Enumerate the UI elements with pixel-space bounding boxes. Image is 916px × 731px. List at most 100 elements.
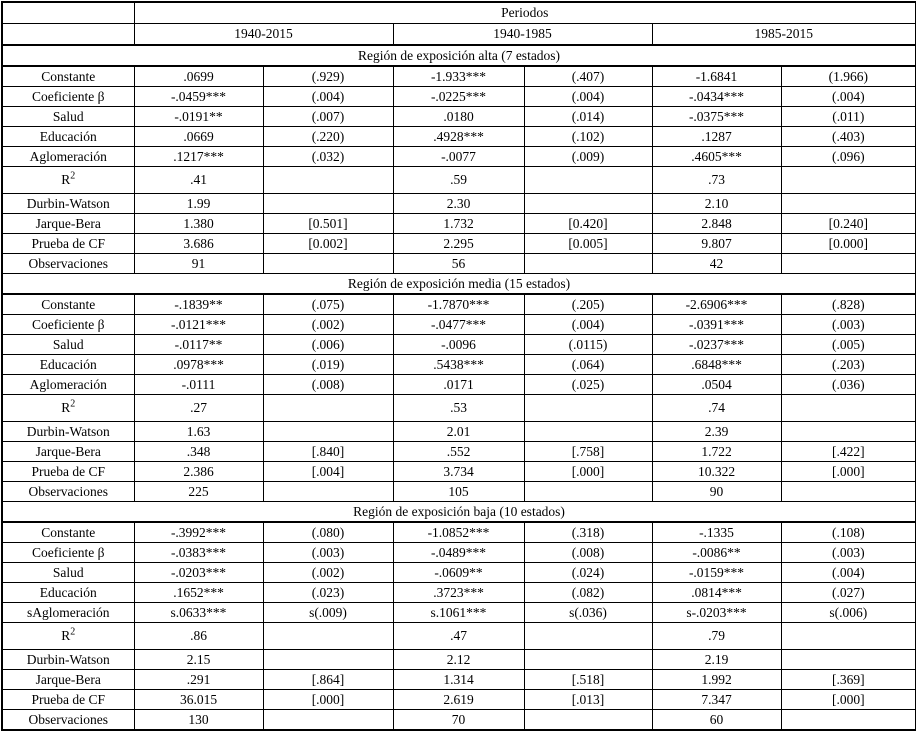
table-row: R2.86 .47 .79 xyxy=(1,622,916,650)
table-row: Jarque-Bera .348 [.840] .552 [.758] 1.722 [.42… xyxy=(1,441,916,462)
value-cell: .4928*** xyxy=(392,126,525,147)
section-title: Región de exposición alta (7 estados) xyxy=(1,44,916,67)
value-cell: [.004] xyxy=(262,461,394,482)
value-cell xyxy=(262,622,394,650)
table-row: Durbin-Watson 2.15 2.12 2.19 xyxy=(1,649,916,670)
value-cell: -.0489*** xyxy=(392,542,525,563)
value-cell: -.0609** xyxy=(392,562,525,583)
value-cell: [0.420] xyxy=(523,213,653,234)
value-cell: (.203) xyxy=(780,354,916,375)
value-cell: (.003) xyxy=(780,314,916,335)
value-cell: [.000] xyxy=(523,461,653,482)
value-cell: .41 xyxy=(133,166,264,194)
value-cell: 1.380 xyxy=(133,213,264,234)
value-cell: 10.322 xyxy=(651,461,782,482)
value-cell: .1652*** xyxy=(133,582,264,603)
value-cell: -1.6841 xyxy=(651,65,782,87)
row-label: Durbin-Watson xyxy=(1,193,135,214)
table-row: Coeficiente β -.0121*** (.002) -.0477*** (.0… xyxy=(1,314,916,335)
period-1940-2015-header: 1940-2015 xyxy=(133,23,394,46)
value-cell: [.758] xyxy=(523,441,653,462)
value-cell: (.108) xyxy=(780,521,916,543)
table-row: Educación .0978*** (.019) .5438*** (.064) .68… xyxy=(1,354,916,375)
value-cell: 2.848 xyxy=(651,213,782,234)
table-row: Aglomeración -.0111 (.008) .0171 (.025) .0504… xyxy=(1,374,916,395)
value-cell: (.023) xyxy=(262,582,394,603)
value-cell: [.000] xyxy=(780,461,916,482)
value-cell: [0.005] xyxy=(523,233,653,254)
table-row: Jarque-Bera 1.380 [0.501] 1.732 [0.420] 2.848… xyxy=(1,213,916,234)
value-cell: [.422] xyxy=(780,441,916,462)
value-cell: 130 xyxy=(133,709,264,731)
value-cell xyxy=(262,709,394,731)
value-cell: .0504 xyxy=(651,374,782,395)
table-row: Educación .0669 (.220) .4928*** (.102) .1287(… xyxy=(1,126,916,147)
table-row: Aglomeración .1217*** (.032) -.0077 (.009) .4… xyxy=(1,146,916,167)
table-row: Educación .1652*** (.023) .3723*** (.082) .08… xyxy=(1,582,916,603)
value-cell: -.0391*** xyxy=(651,314,782,335)
value-cell: .53 xyxy=(392,394,525,422)
value-cell: .86 xyxy=(133,622,264,650)
value-cell xyxy=(780,193,916,214)
value-cell: 3.734 xyxy=(392,461,525,482)
row-label: Prueba de CF xyxy=(1,233,135,254)
row-label: R2 xyxy=(1,394,135,422)
value-cell: -.0375*** xyxy=(651,106,782,127)
value-cell: -.0117** xyxy=(133,334,264,355)
value-cell: (.0115) xyxy=(523,334,653,355)
value-cell xyxy=(262,394,394,422)
value-cell: 60 xyxy=(651,709,782,731)
row-label: R2 xyxy=(1,166,135,194)
value-cell: [0.002] xyxy=(262,233,394,254)
value-cell: .1287 xyxy=(651,126,782,147)
section-title-row: Región de exposición alta (7 estados) xyxy=(1,44,916,67)
value-cell: -.1335 xyxy=(651,521,782,543)
value-cell: [0.240] xyxy=(780,213,916,234)
value-cell xyxy=(780,709,916,731)
value-cell xyxy=(262,481,394,502)
table-row: Durbin-Watson 1.63 2.01 2.39 xyxy=(1,421,916,442)
value-cell: (.006) xyxy=(262,334,394,355)
value-cell xyxy=(780,421,916,442)
value-cell: (.929) xyxy=(262,65,394,87)
value-cell: (.008) xyxy=(262,374,394,395)
value-cell: (.080) xyxy=(262,521,394,543)
value-cell: .79 xyxy=(651,622,782,650)
value-cell: 2.39 xyxy=(651,421,782,442)
section-title-row: Región de exposición media (15 estados) xyxy=(1,273,916,295)
value-cell: -.0459*** xyxy=(133,86,264,107)
value-cell: (.027) xyxy=(780,582,916,603)
value-cell: -.0096 xyxy=(392,334,525,355)
table-row: Prueba de CF 2.386 [.004] 3.734 [.000] 10.322… xyxy=(1,461,916,482)
value-cell: [.013] xyxy=(523,689,653,710)
table-row: R2.41 .59 .73 xyxy=(1,166,916,194)
value-cell: 2.619 xyxy=(392,689,525,710)
value-cell xyxy=(262,193,394,214)
value-cell: 90 xyxy=(651,481,782,502)
value-cell: 2.01 xyxy=(392,421,525,442)
value-cell: .291 xyxy=(133,669,264,690)
corner-empty-cell xyxy=(1,23,135,46)
row-label: Coeficiente β xyxy=(1,542,135,563)
row-label: Aglomeración xyxy=(1,374,135,395)
value-cell: 2.295 xyxy=(392,233,525,254)
row-label: sAglomeración xyxy=(1,602,135,623)
table-row: Constante .0699 (.929) -1.933*** (.407) -1.68… xyxy=(1,65,916,87)
value-cell: (.064) xyxy=(523,354,653,375)
row-label: Educación xyxy=(1,582,135,603)
value-cell: (.828) xyxy=(780,293,916,315)
value-cell: 2.19 xyxy=(651,649,782,670)
value-cell: s(.036) xyxy=(523,602,653,623)
value-cell xyxy=(780,481,916,502)
value-cell: 36.015 xyxy=(133,689,264,710)
row-label: Observaciones xyxy=(1,709,135,731)
section-title: Región de exposición baja (10 estados) xyxy=(1,501,916,523)
value-cell: -1.0852*** xyxy=(392,521,525,543)
row-label: Constante xyxy=(1,521,135,543)
value-cell: 7.347 xyxy=(651,689,782,710)
value-cell: (.004) xyxy=(523,314,653,335)
value-cell: s(.006) xyxy=(780,602,916,623)
value-cell xyxy=(780,166,916,194)
value-cell: .0814*** xyxy=(651,582,782,603)
